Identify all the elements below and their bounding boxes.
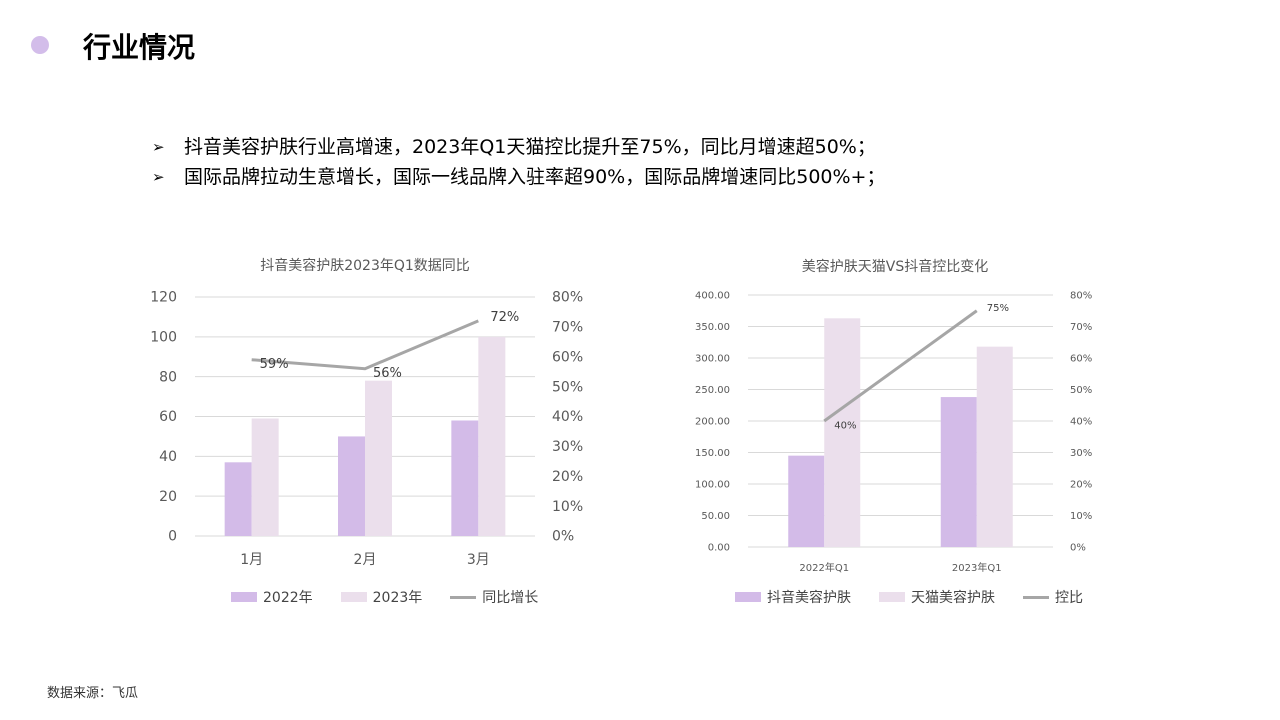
y-tick-label: 50.00 [701, 511, 730, 522]
legend-line-icon [450, 595, 477, 599]
legend-line-icon [1023, 595, 1049, 599]
bar-2023年 [251, 418, 279, 536]
y2-tick-label: 70% [552, 320, 583, 336]
line-data-label: 72% [490, 310, 519, 325]
line-series [823, 309, 978, 423]
y2-tick-label: 70% [1070, 322, 1092, 333]
y-tick-label: 200.00 [695, 416, 730, 427]
y2-tick-label: 50% [552, 379, 583, 395]
bar-2022年 [224, 462, 252, 536]
legend-label: 控比 [1055, 590, 1083, 606]
y2-tick-label: 40% [552, 409, 583, 425]
y2-tick-label: 10% [1070, 511, 1092, 522]
bar-2022年 [451, 420, 479, 536]
y-tick-label: 250.00 [695, 385, 730, 396]
y-tick-label: 100 [150, 330, 177, 346]
legend-swatch [340, 592, 367, 602]
legend-swatch [231, 592, 257, 602]
legend-label: 同比增长 [482, 590, 539, 606]
y-tick-label: 150.00 [695, 448, 730, 459]
bullet-marker-icon: ➢ [152, 138, 165, 156]
chart-title: 美容护肤天猫VS抖音控比变化 [802, 258, 988, 275]
line-data-label: 75% [987, 303, 1009, 314]
line-data-label: 56% [373, 366, 402, 381]
bar-天猫美容护肤 [824, 318, 861, 547]
title-dot [31, 36, 49, 54]
bullet-marker-icon: ➢ [152, 168, 165, 186]
y2-tick-label: 50% [1070, 385, 1092, 396]
bullet-list: ➢ 抖音美容护肤行业高增速，2023年Q1天猫控比提升至75%，同比月增速超50%… [152, 132, 885, 192]
legend-label: 2023年 [372, 590, 423, 606]
legend-label: 抖音美容护肤 [767, 590, 851, 606]
y2-tick-label: 40% [1070, 416, 1092, 427]
data-source: 数据来源：飞瓜 [47, 686, 139, 701]
bar-2023年 [365, 380, 392, 536]
y2-tick-label: 20% [1070, 479, 1092, 490]
y2-tick-label: 60% [1070, 353, 1092, 364]
y-tick-label: 60 [159, 409, 177, 425]
line-data-label: 59% [260, 357, 289, 372]
y-tick-label: 0 [168, 529, 177, 545]
x-tick-label: 1月 [240, 552, 263, 568]
legend-swatch [735, 592, 761, 602]
y2-tick-label: 30% [552, 439, 583, 455]
y-tick-label: 0.00 [708, 542, 730, 553]
bullet-text: 国际品牌拉动生意增长，国际一线品牌入驻率超90%，国际品牌增速同比500%+； [184, 166, 886, 188]
bar-2023年 [478, 336, 506, 536]
chart-title: 抖音美容护肤2023年Q1数据同比 [260, 257, 470, 274]
y2-tick-label: 20% [552, 469, 583, 485]
chart1-legend: 2022年 2023年 同比增长 [231, 587, 538, 607]
bar-抖音美容护肤 [940, 397, 977, 547]
x-tick-label: 3月 [467, 552, 490, 568]
y-tick-label: 350.00 [695, 322, 730, 333]
line-series [251, 319, 479, 371]
y-tick-label: 80 [159, 369, 177, 385]
y2-tick-label: 60% [552, 349, 583, 365]
y-tick-label: 300.00 [695, 353, 730, 364]
y2-tick-label: 10% [552, 499, 583, 515]
x-tick-label: 2月 [354, 552, 377, 568]
y-tick-label: 100.00 [695, 479, 730, 490]
bar-天猫美容护肤 [976, 346, 1013, 547]
chart2-legend: 抖音美容护肤 天猫美容护肤 控比 [735, 587, 1083, 607]
bullet-item: ➢ 抖音美容护肤行业高增速，2023年Q1天猫控比提升至75%，同比月增速超50%… [152, 132, 885, 162]
legend-label: 天猫美容护肤 [911, 590, 995, 606]
bullet-text: 抖音美容护肤行业高增速，2023年Q1天猫控比提升至75%，同比月增速超50%； [184, 136, 876, 158]
x-tick-label: 2022年Q1 [799, 561, 849, 574]
page-title: 行业情况 [83, 31, 196, 64]
bar-抖音美容护肤 [788, 455, 825, 547]
legend-swatch [879, 592, 905, 602]
bar-2022年 [338, 436, 365, 536]
y2-tick-label: 0% [552, 529, 574, 545]
y2-tick-label: 0% [1070, 542, 1086, 553]
y-tick-label: 20 [159, 489, 177, 505]
x-tick-label: 2023年Q1 [952, 561, 1002, 574]
y2-tick-label: 80% [1070, 290, 1092, 301]
y2-tick-label: 80% [552, 290, 583, 306]
line-data-label: 40% [834, 420, 856, 431]
y-tick-label: 120 [150, 290, 177, 306]
legend-label: 2022年 [263, 590, 313, 606]
y-tick-label: 400.00 [695, 290, 730, 301]
y-tick-label: 40 [159, 449, 177, 465]
bullet-item: ➢ 国际品牌拉动生意增长，国际一线品牌入驻率超90%，国际品牌增速同比500%+； [152, 162, 885, 192]
y2-tick-label: 30% [1070, 448, 1092, 459]
